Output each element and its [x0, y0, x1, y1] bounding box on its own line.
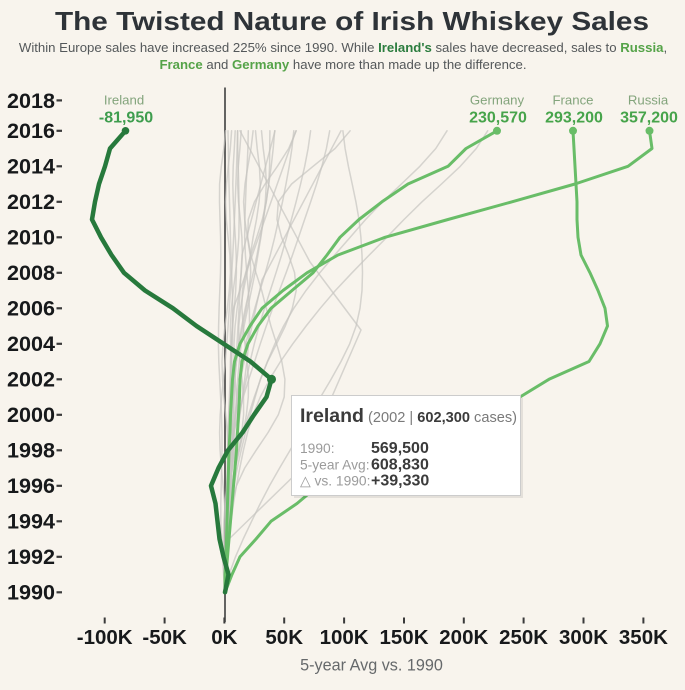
svg-text:-81,950: -81,950 [99, 110, 153, 127]
svg-text:-100K: -100K [77, 626, 133, 649]
svg-text:2008: 2008 [7, 262, 55, 285]
svg-text:569,500: 569,500 [371, 440, 429, 457]
svg-text:50K: 50K [265, 626, 303, 649]
svg-text:Ireland: Ireland [104, 93, 144, 108]
svg-text:2002: 2002 [7, 369, 55, 392]
svg-text:France and Germany have more t: France and Germany have more than made u… [159, 57, 526, 72]
svg-text:Ireland (2002 | 602,300 cases): Ireland (2002 | 602,300 cases) [300, 405, 517, 427]
svg-text:1990: 1990 [7, 582, 55, 605]
svg-text:2010: 2010 [7, 227, 55, 250]
svg-text:2018: 2018 [7, 90, 55, 113]
svg-text:1990:: 1990: [300, 441, 335, 456]
svg-text:5-year Avg:: 5-year Avg: [300, 457, 370, 472]
svg-text:1994: 1994 [7, 511, 55, 534]
svg-text:0K: 0K [211, 626, 237, 649]
svg-text:100K: 100K [320, 626, 369, 649]
svg-text:2016: 2016 [7, 120, 55, 143]
svg-text:2012: 2012 [7, 191, 55, 214]
svg-text:350K: 350K [619, 626, 668, 649]
svg-text:2000: 2000 [7, 404, 55, 427]
svg-text:150K: 150K [379, 626, 428, 649]
svg-text:Within Europe sales have incre: Within Europe sales have increased 225% … [19, 40, 667, 55]
svg-text:1992: 1992 [7, 546, 55, 569]
svg-text:+39,330: +39,330 [371, 473, 429, 490]
svg-text:293,200: 293,200 [545, 110, 603, 127]
svg-text:2004: 2004 [7, 333, 55, 356]
svg-text:The Twisted Nature of Irish Wh: The Twisted Nature of Irish Whiskey Sale… [55, 6, 649, 36]
svg-text:230,570: 230,570 [469, 110, 527, 127]
svg-text:250K: 250K [499, 626, 548, 649]
svg-text:1996: 1996 [7, 475, 55, 498]
svg-text:2006: 2006 [7, 298, 55, 321]
svg-text:△ vs. 1990:: △ vs. 1990: [300, 474, 370, 489]
svg-text:200K: 200K [439, 626, 488, 649]
svg-text:France: France [552, 93, 593, 108]
svg-text:1998: 1998 [7, 440, 55, 463]
svg-text:5-year Avg vs. 1990: 5-year Avg vs. 1990 [300, 657, 443, 675]
svg-text:608,830: 608,830 [371, 456, 429, 473]
svg-text:Germany: Germany [470, 93, 525, 108]
svg-text:Russia: Russia [628, 93, 669, 108]
svg-text:357,200: 357,200 [620, 110, 678, 127]
svg-text:300K: 300K [559, 626, 608, 649]
svg-text:2014: 2014 [7, 156, 55, 179]
svg-text:-50K: -50K [142, 626, 187, 649]
